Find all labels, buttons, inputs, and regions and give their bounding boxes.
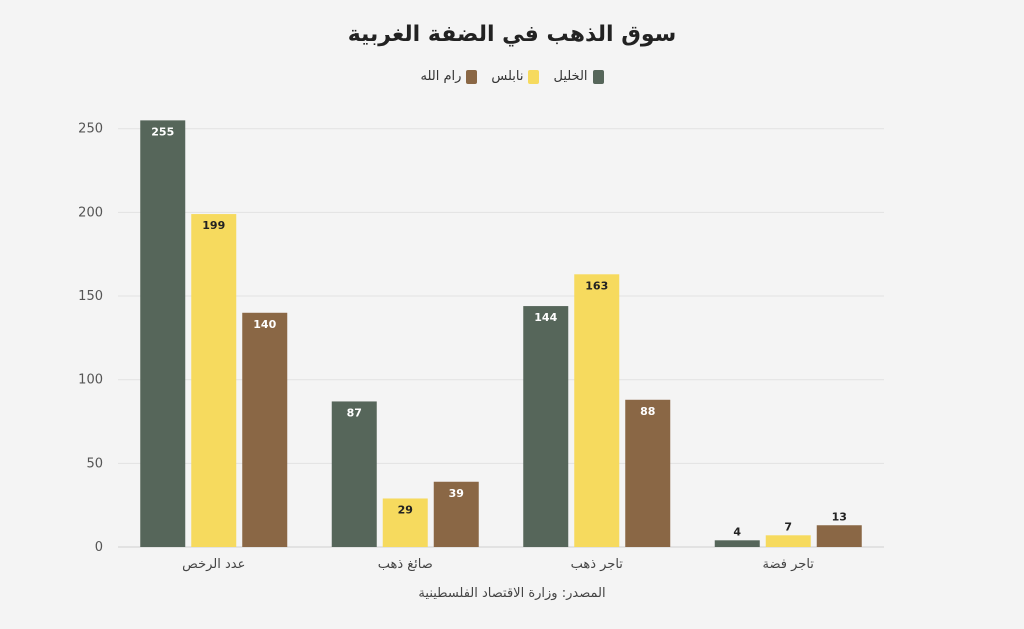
bar-value-label: 199 (202, 219, 225, 232)
legend-swatch (466, 69, 478, 84)
bar-value-label: 39 (449, 487, 464, 500)
chart-title: سوق الذهب في الضفة الغربية (347, 22, 677, 47)
bar-value-label: 87 (347, 406, 362, 419)
legend-label: رام الله (420, 69, 462, 84)
category-label: عدد الرخص (182, 557, 245, 572)
bar (242, 312, 288, 547)
bar-value-label: 163 (585, 279, 608, 292)
y-tick-label: 150 (78, 289, 103, 304)
bar-value-label: 7 (784, 520, 792, 533)
legend-item: الخليل (553, 69, 604, 84)
legend-label: نابلس (491, 69, 524, 84)
legend-swatch (592, 69, 604, 84)
bar-value-label: 4 (733, 525, 741, 538)
legend-item: رام الله (420, 69, 478, 84)
bar-value-label: 88 (640, 405, 655, 418)
legend-item: نابلس (491, 69, 540, 84)
bar (714, 540, 760, 547)
bar (140, 120, 186, 547)
bar (523, 306, 569, 547)
chart-source: المصدر: وزارة الاقتصاد الفلسطينية (418, 586, 606, 601)
bar (816, 525, 862, 547)
legend: الخليل نابلس رام الله (0, 69, 1024, 84)
bar-value-label: 29 (398, 503, 413, 516)
category-label: تاجر فضة (763, 557, 815, 572)
category-label: تاجر ذهب (571, 557, 624, 572)
y-tick-label: 200 (78, 205, 103, 220)
bar (765, 535, 811, 547)
y-tick-label: 250 (78, 122, 103, 137)
y-tick-label: 100 (78, 373, 103, 388)
y-tick-label: 50 (86, 456, 103, 471)
y-tick-label: 0 (95, 540, 103, 555)
legend-label: الخليل (553, 69, 588, 84)
category-label: صائغ ذهب (378, 557, 433, 572)
bar (574, 274, 620, 547)
legend-swatch (528, 69, 540, 84)
bar-value-label: 255 (151, 125, 174, 138)
bar-value-label: 140 (253, 318, 276, 331)
bar (433, 481, 479, 547)
bar-value-label: 144 (534, 311, 557, 324)
bar (191, 214, 237, 548)
bar-value-label: 13 (832, 510, 847, 523)
bar (331, 401, 377, 547)
bar (382, 498, 428, 547)
bar (625, 399, 671, 547)
